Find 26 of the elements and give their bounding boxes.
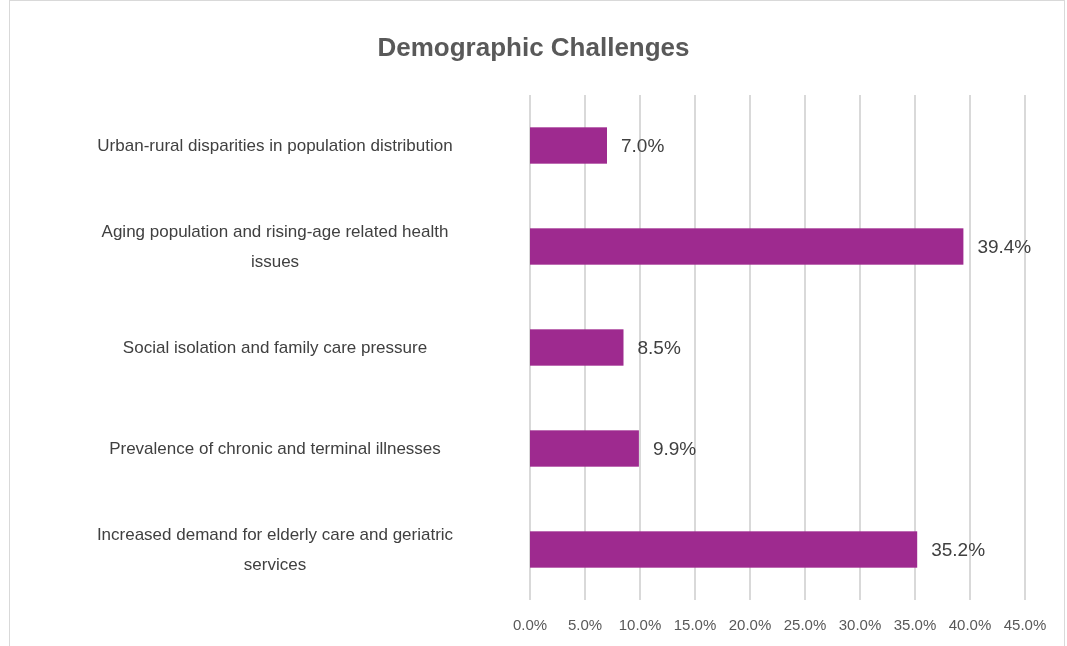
data-label: 39.4%	[977, 236, 1032, 258]
x-tick-label: 25.0%	[783, 616, 827, 633]
y-tick-label: Aging population and rising-age related health issues	[101, 222, 449, 272]
bar	[530, 430, 639, 467]
x-tick-label: 20.0%	[728, 616, 772, 633]
x-tick-label: 0.0%	[512, 616, 548, 633]
bar	[530, 531, 918, 568]
x-tick-label: 35.0%	[893, 616, 937, 633]
data-label: 9.9%	[652, 438, 697, 460]
x-tick-label: 45.0%	[1003, 616, 1047, 633]
y-tick-label: Urban-rural disparities in population distribution	[97, 136, 453, 156]
bar	[530, 127, 607, 164]
chart-title: Demographic Challenges	[377, 32, 690, 62]
y-tick-label: Prevalence of chronic and terminal illnesses	[109, 439, 441, 459]
x-tick-label: 40.0%	[948, 616, 992, 633]
bar	[530, 228, 964, 265]
data-label: 8.5%	[637, 337, 681, 359]
x-tick-label: 10.0%	[618, 616, 662, 633]
x-tick-label: 30.0%	[838, 616, 882, 633]
bar	[530, 329, 624, 366]
data-label: 7.0%	[621, 135, 665, 157]
y-tick-label: Social isolation and family care pressure	[122, 338, 428, 358]
x-tick-label: 5.0%	[567, 616, 603, 633]
data-label: 35.2%	[931, 539, 986, 561]
y-tick-label: Increased demand for elderly care and geriatric services	[96, 525, 454, 575]
x-tick-label: 15.0%	[673, 616, 717, 633]
